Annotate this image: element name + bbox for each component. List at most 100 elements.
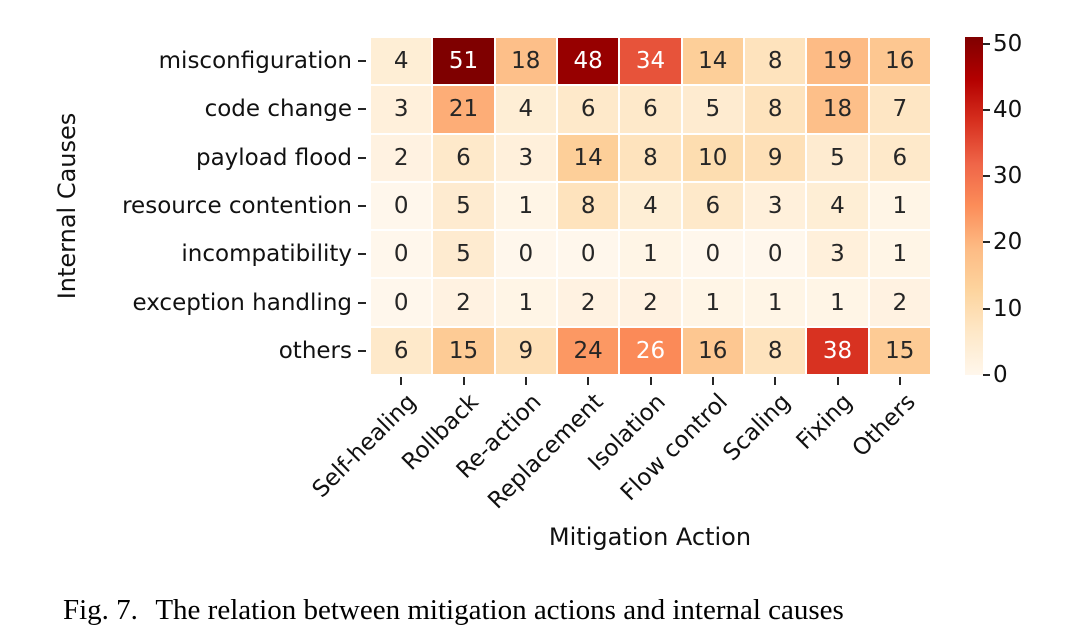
x-tick-mark [836,377,839,385]
y-tick-mark [358,349,366,352]
heatmap-cell: 9 [745,134,806,181]
heatmap-cell: 1 [495,279,556,326]
x-tick-mark [587,377,590,385]
heatmap-cell: 8 [620,134,681,181]
x-tick-label: Scaling [718,389,796,467]
x-tick-mark [400,377,403,385]
x-tick-mark [462,377,465,385]
heatmap-cell: 16 [682,327,743,374]
heatmap-cell: 1 [869,231,930,278]
figure-caption-text: The relation between mitigation actions … [155,594,844,626]
heatmap-cell: 0 [371,231,432,278]
heatmap-cell: 5 [433,231,494,278]
heatmap-cell: 5 [807,134,868,181]
y-tick-mark [358,205,366,207]
y-tick-label: code change [204,96,352,123]
heatmap-cell: 0 [371,279,432,326]
heatmap-cell: 1 [620,231,681,278]
heatmap-cell: 5 [433,182,494,230]
heatmap-cell: 7 [869,86,930,133]
heatmap-cell: 18 [495,38,556,85]
colorbar-tick-mark [983,108,990,111]
x-tick-mark [711,377,714,385]
y-tick-label: exception handling [132,289,352,316]
colorbar-tick-label: 20 [993,229,1023,256]
colorbar-tick-mark [983,42,990,45]
heatmap-cell: 15 [869,327,930,374]
y-tick-label: misconfiguration [158,48,352,75]
y-tick-mark [358,301,366,304]
heatmap-cell: 4 [620,182,681,230]
heatmap-cell: 2 [371,134,432,181]
y-tick-label: others [278,337,352,364]
y-tick-mark [358,108,366,111]
y-tick-label: incompatibility [181,241,352,268]
heatmap-cell: 0 [745,231,806,278]
heatmap-cell: 8 [745,86,806,133]
heatmap-cell: 2 [869,279,930,326]
heatmap-cell: 1 [869,182,930,230]
heatmap-cell: 34 [620,38,681,85]
colorbar-tick-mark [983,175,990,178]
colorbar-tick-label: 40 [993,96,1023,123]
heatmap-cell: 38 [807,327,868,374]
heatmap-cell: 6 [371,327,432,374]
heatmap-cell: 4 [495,86,556,133]
heatmap-cell: 3 [807,231,868,278]
y-tick-mark [358,156,366,159]
colorbar-tick-label: 50 [993,30,1023,57]
heatmap-cell: 9 [495,327,556,374]
heatmap-cell: 19 [807,38,868,85]
colorbar-tick-mark [983,307,990,310]
x-tick-mark [524,377,527,385]
x-tick-label: Self-healing [307,389,422,503]
heatmap-cell: 2 [433,279,494,326]
heatmap-cell: 1 [682,279,743,326]
y-tick-mark [358,253,366,256]
heatmap-cell: 16 [869,38,930,85]
heatmap-cell: 8 [745,327,806,374]
colorbar-tick-label: 0 [993,362,1008,388]
heatmap-cell: 6 [869,134,930,181]
colorbar-tick-label: 10 [993,295,1023,322]
heatmap-cell: 4 [807,182,868,230]
heatmap-cell: 6 [433,134,494,181]
heatmap-cell: 5 [682,86,743,133]
heatmap-cell: 21 [433,86,494,133]
heatmap-cell: 1 [495,182,556,230]
heatmap-cell: 15 [433,327,494,374]
heatmap-cell: 3 [745,182,806,230]
colorbar-tick-mark [983,374,990,376]
x-tick-mark [649,377,652,385]
heatmap-cell: 0 [558,231,619,278]
heatmap-cell: 0 [371,182,432,230]
heatmap-cell: 26 [620,327,681,374]
heatmap-cell: 2 [620,279,681,326]
x-tick-mark [774,377,777,385]
heatmap-cell: 3 [371,86,432,133]
heatmap-cell: 51 [433,38,494,85]
heatmap-cell: 6 [682,182,743,230]
heatmap-cell: 14 [558,134,619,181]
colorbar-tick-label: 30 [993,163,1023,190]
heatmap-cell: 0 [682,231,743,278]
heatmap-cell: 24 [558,327,619,374]
y-tick-label: payload flood [195,144,352,171]
heatmap-cell: 4 [371,38,432,85]
heatmap-cell: 8 [745,38,806,85]
heatmap-cell: 2 [558,279,619,326]
heatmap-cell: 1 [745,279,806,326]
heatmap-cell: 1 [807,279,868,326]
colorbar [965,37,983,375]
heatmap-cell: 48 [558,38,619,85]
heatmap-cell: 18 [807,86,868,133]
heatmap-cell: 14 [682,38,743,85]
y-tick-label: resource contention [122,193,352,219]
x-tick-mark [898,377,901,385]
x-axis-title: Mitigation Action [548,523,752,551]
x-tick-label: Others [847,389,921,463]
heatmap-cell: 8 [558,182,619,230]
figure-caption: Fig. 7. The relation between mitigation a… [63,594,844,627]
